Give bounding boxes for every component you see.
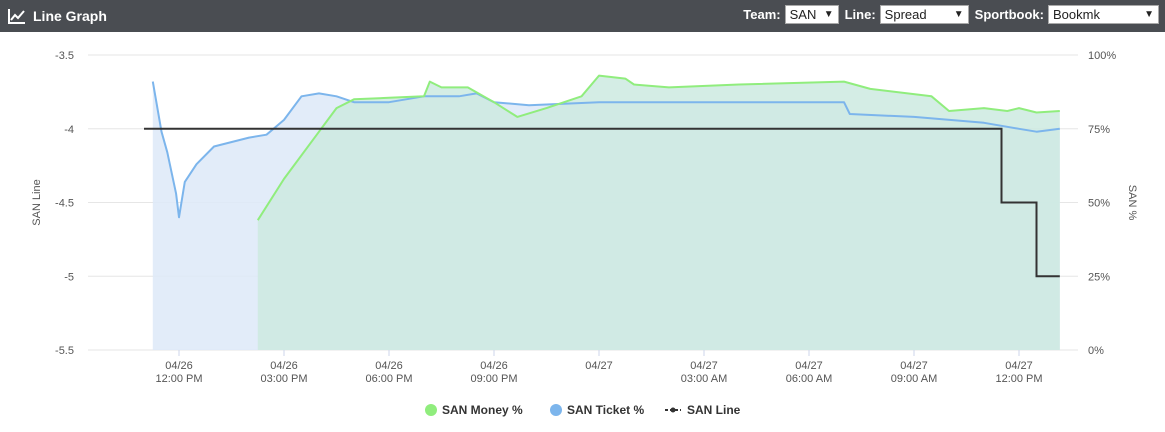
right-tick-label: 50% xyxy=(1088,198,1110,210)
x-tick-time: 12:00 PM xyxy=(155,373,202,385)
line-select-value: Spread xyxy=(884,7,927,22)
right-tick-label: 75% xyxy=(1088,124,1110,136)
x-tick-date: 04/27 xyxy=(795,360,823,372)
line-dropdown-arrow-icon: ▼ xyxy=(953,9,964,20)
x-tick-time: 09:00 PM xyxy=(470,373,517,385)
legend-label: SAN Money % xyxy=(442,403,523,417)
x-tick-date: 04/26 xyxy=(480,360,508,372)
right-tick-label: 25% xyxy=(1088,271,1110,283)
series-line-2 xyxy=(144,127,1060,278)
line-select[interactable]: Spread ▼ xyxy=(879,5,969,24)
left-tick-label: -4.5 xyxy=(55,198,74,210)
line-label: Line: xyxy=(844,7,876,22)
chart-controls: Team: SAN ▼ Line: Spread ▼ Sportbook: Bo… xyxy=(743,5,1159,24)
line-chart-icon xyxy=(8,9,25,24)
left-tick-label: -5.5 xyxy=(55,345,74,357)
team-select-value: SAN xyxy=(789,7,817,22)
x-tick-date: 04/27 xyxy=(585,360,613,372)
legend-symbol xyxy=(550,404,562,416)
x-tick-time: 06:00 AM xyxy=(786,373,832,385)
right-axis-title: SAN % xyxy=(1126,185,1138,221)
legend-symbol xyxy=(425,404,437,416)
series-lines xyxy=(144,74,1060,278)
x-tick-date: 04/27 xyxy=(690,360,718,372)
team-dropdown-arrow-icon: ▼ xyxy=(823,9,834,20)
left-axis: -3.5 -4 -4.5 -5 -5.5 xyxy=(55,50,74,357)
team-select[interactable]: SAN ▼ xyxy=(784,5,839,24)
series-area-0 xyxy=(257,75,1060,350)
left-tick-label: -3.5 xyxy=(55,50,74,62)
x-tick-time: 09:00 AM xyxy=(891,373,937,385)
x-tick-date: 04/27 xyxy=(1005,360,1033,372)
x-tick-time: 12:00 PM xyxy=(995,373,1042,385)
x-tick-time: 06:00 PM xyxy=(365,373,412,385)
legend-symbol xyxy=(670,407,676,413)
sportsbook-select[interactable]: Bookmk ▼ xyxy=(1048,5,1159,24)
x-tick-date: 04/26 xyxy=(270,360,298,372)
x-tick-date: 04/26 xyxy=(165,360,193,372)
x-tick-time: 03:00 PM xyxy=(260,373,307,385)
left-tick-label: -4 xyxy=(64,124,74,136)
x-tick-date: 04/27 xyxy=(900,360,928,372)
right-tick-label: 0% xyxy=(1088,345,1104,357)
sportsbook-select-value: Bookmk xyxy=(1053,7,1100,22)
x-tick-time: 03:00 AM xyxy=(681,373,727,385)
team-label: Team: xyxy=(743,7,781,22)
series-line-0 xyxy=(256,74,1060,221)
chart-legend: SAN Money % SAN Ticket % SAN Line xyxy=(425,403,741,417)
title-wrap: Line Graph xyxy=(8,7,107,25)
line-graph-chart: -3.5-4-4.5-5-5.5 100%75%50%25%0% 04/2612… xyxy=(31,50,1138,417)
right-tick-label: 100% xyxy=(1088,50,1116,62)
sportsbook-dropdown-arrow-icon: ▼ xyxy=(1144,9,1154,20)
legend-label: SAN Line xyxy=(687,403,741,417)
left-tick-label: -5 xyxy=(64,271,74,283)
legend-label: SAN Ticket % xyxy=(567,403,644,417)
x-tick-date: 04/26 xyxy=(375,360,403,372)
series-line-1 xyxy=(151,81,1060,219)
chart-header: Line Graph Team: SAN ▼ Line: Spread ▼ Sp… xyxy=(0,0,1165,32)
left-axis-title: SAN Line xyxy=(31,179,43,225)
sportsbook-label: Sportbook: xyxy=(974,7,1044,22)
series-areas xyxy=(152,75,1060,350)
chart-title: Line Graph xyxy=(33,8,107,24)
right-axis: 100% 75% 50% 25% 0% xyxy=(1088,50,1116,357)
